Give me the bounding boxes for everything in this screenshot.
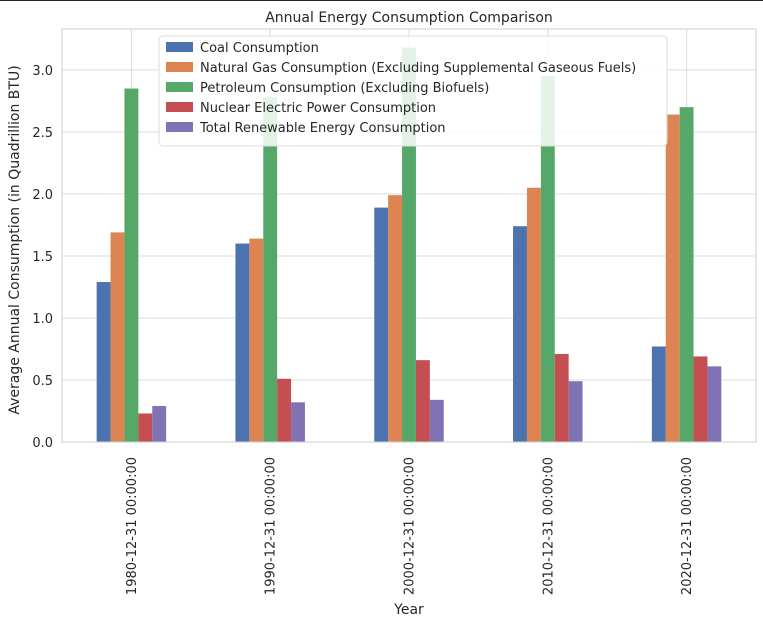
- bar: [152, 406, 167, 442]
- y-tick-labels: 0.0 0.5 1.0 1.5 2.0 2.5 3.0: [32, 64, 53, 451]
- bar: [429, 399, 444, 442]
- legend-swatch: [166, 42, 193, 52]
- legend-label: Total Renewable Energy Consumption: [199, 121, 446, 136]
- bar: [513, 226, 527, 442]
- bar: [388, 195, 403, 442]
- legend-label: Nuclear Electric Power Consumption: [200, 101, 436, 116]
- bar: [665, 114, 680, 443]
- x-axis-label: Year: [393, 602, 424, 618]
- x-tick-label: 2020-12-31 00:00:00: [680, 457, 695, 595]
- legend-label: Natural Gas Consumption (Excluding Suppl…: [200, 61, 636, 76]
- legend-label: Coal Consumption: [200, 41, 319, 56]
- bar: [235, 243, 250, 442]
- bar: [568, 381, 583, 442]
- y-tick-label: 2.5: [32, 126, 53, 141]
- bar: [679, 107, 694, 442]
- x-tick-labels: 1980-12-31 00:00:00 1990-12-31 00:00:00 20…: [125, 457, 695, 595]
- bar: [651, 346, 666, 442]
- plot-frame: [61, 28, 757, 443]
- bar: [110, 232, 125, 442]
- chart-title: Annual Energy Consumption Comparison: [265, 10, 553, 26]
- bar: [96, 282, 111, 442]
- bar: [374, 207, 389, 442]
- y-tick-label: 1.5: [32, 250, 53, 265]
- x-tick-label: 2000-12-31 00:00:00: [403, 457, 418, 595]
- legend-swatch: [166, 62, 193, 72]
- legend-box: [158, 35, 668, 147]
- legend: Coal Consumption Natural Gas Consumption …: [158, 35, 668, 147]
- bar: [554, 353, 569, 442]
- bar: [415, 360, 430, 442]
- legend-swatch: [166, 82, 193, 92]
- bar: [693, 356, 708, 442]
- y-tick-label: 2.0: [32, 188, 53, 203]
- bar-layer: [96, 47, 722, 443]
- legend-swatch: [166, 122, 193, 132]
- y-axis-label: Average Annual Consumption (in Quadrilli…: [7, 65, 23, 414]
- y-tick-label: 3.0: [32, 64, 53, 79]
- y-tick-label: 1.0: [32, 312, 53, 327]
- bar: [249, 238, 264, 442]
- x-tick-label: 2010-12-31 00:00:00: [541, 457, 556, 595]
- x-tick-label: 1990-12-31 00:00:00: [264, 457, 279, 595]
- bar: [263, 97, 278, 443]
- bar: [291, 402, 305, 442]
- y-tick-label: 0.5: [32, 374, 53, 389]
- bar: [526, 187, 541, 442]
- legend-label: Petroleum Consumption (Excluding Biofuel…: [200, 81, 489, 96]
- bar: [707, 366, 722, 442]
- bar: [138, 413, 153, 442]
- bar: [124, 88, 139, 443]
- x-tick-label: 1980-12-31 00:00:00: [125, 457, 140, 595]
- bar: [277, 378, 292, 442]
- bar: [540, 76, 555, 443]
- legend-swatch: [166, 102, 193, 112]
- y-tick-label: 0.0: [32, 436, 53, 451]
